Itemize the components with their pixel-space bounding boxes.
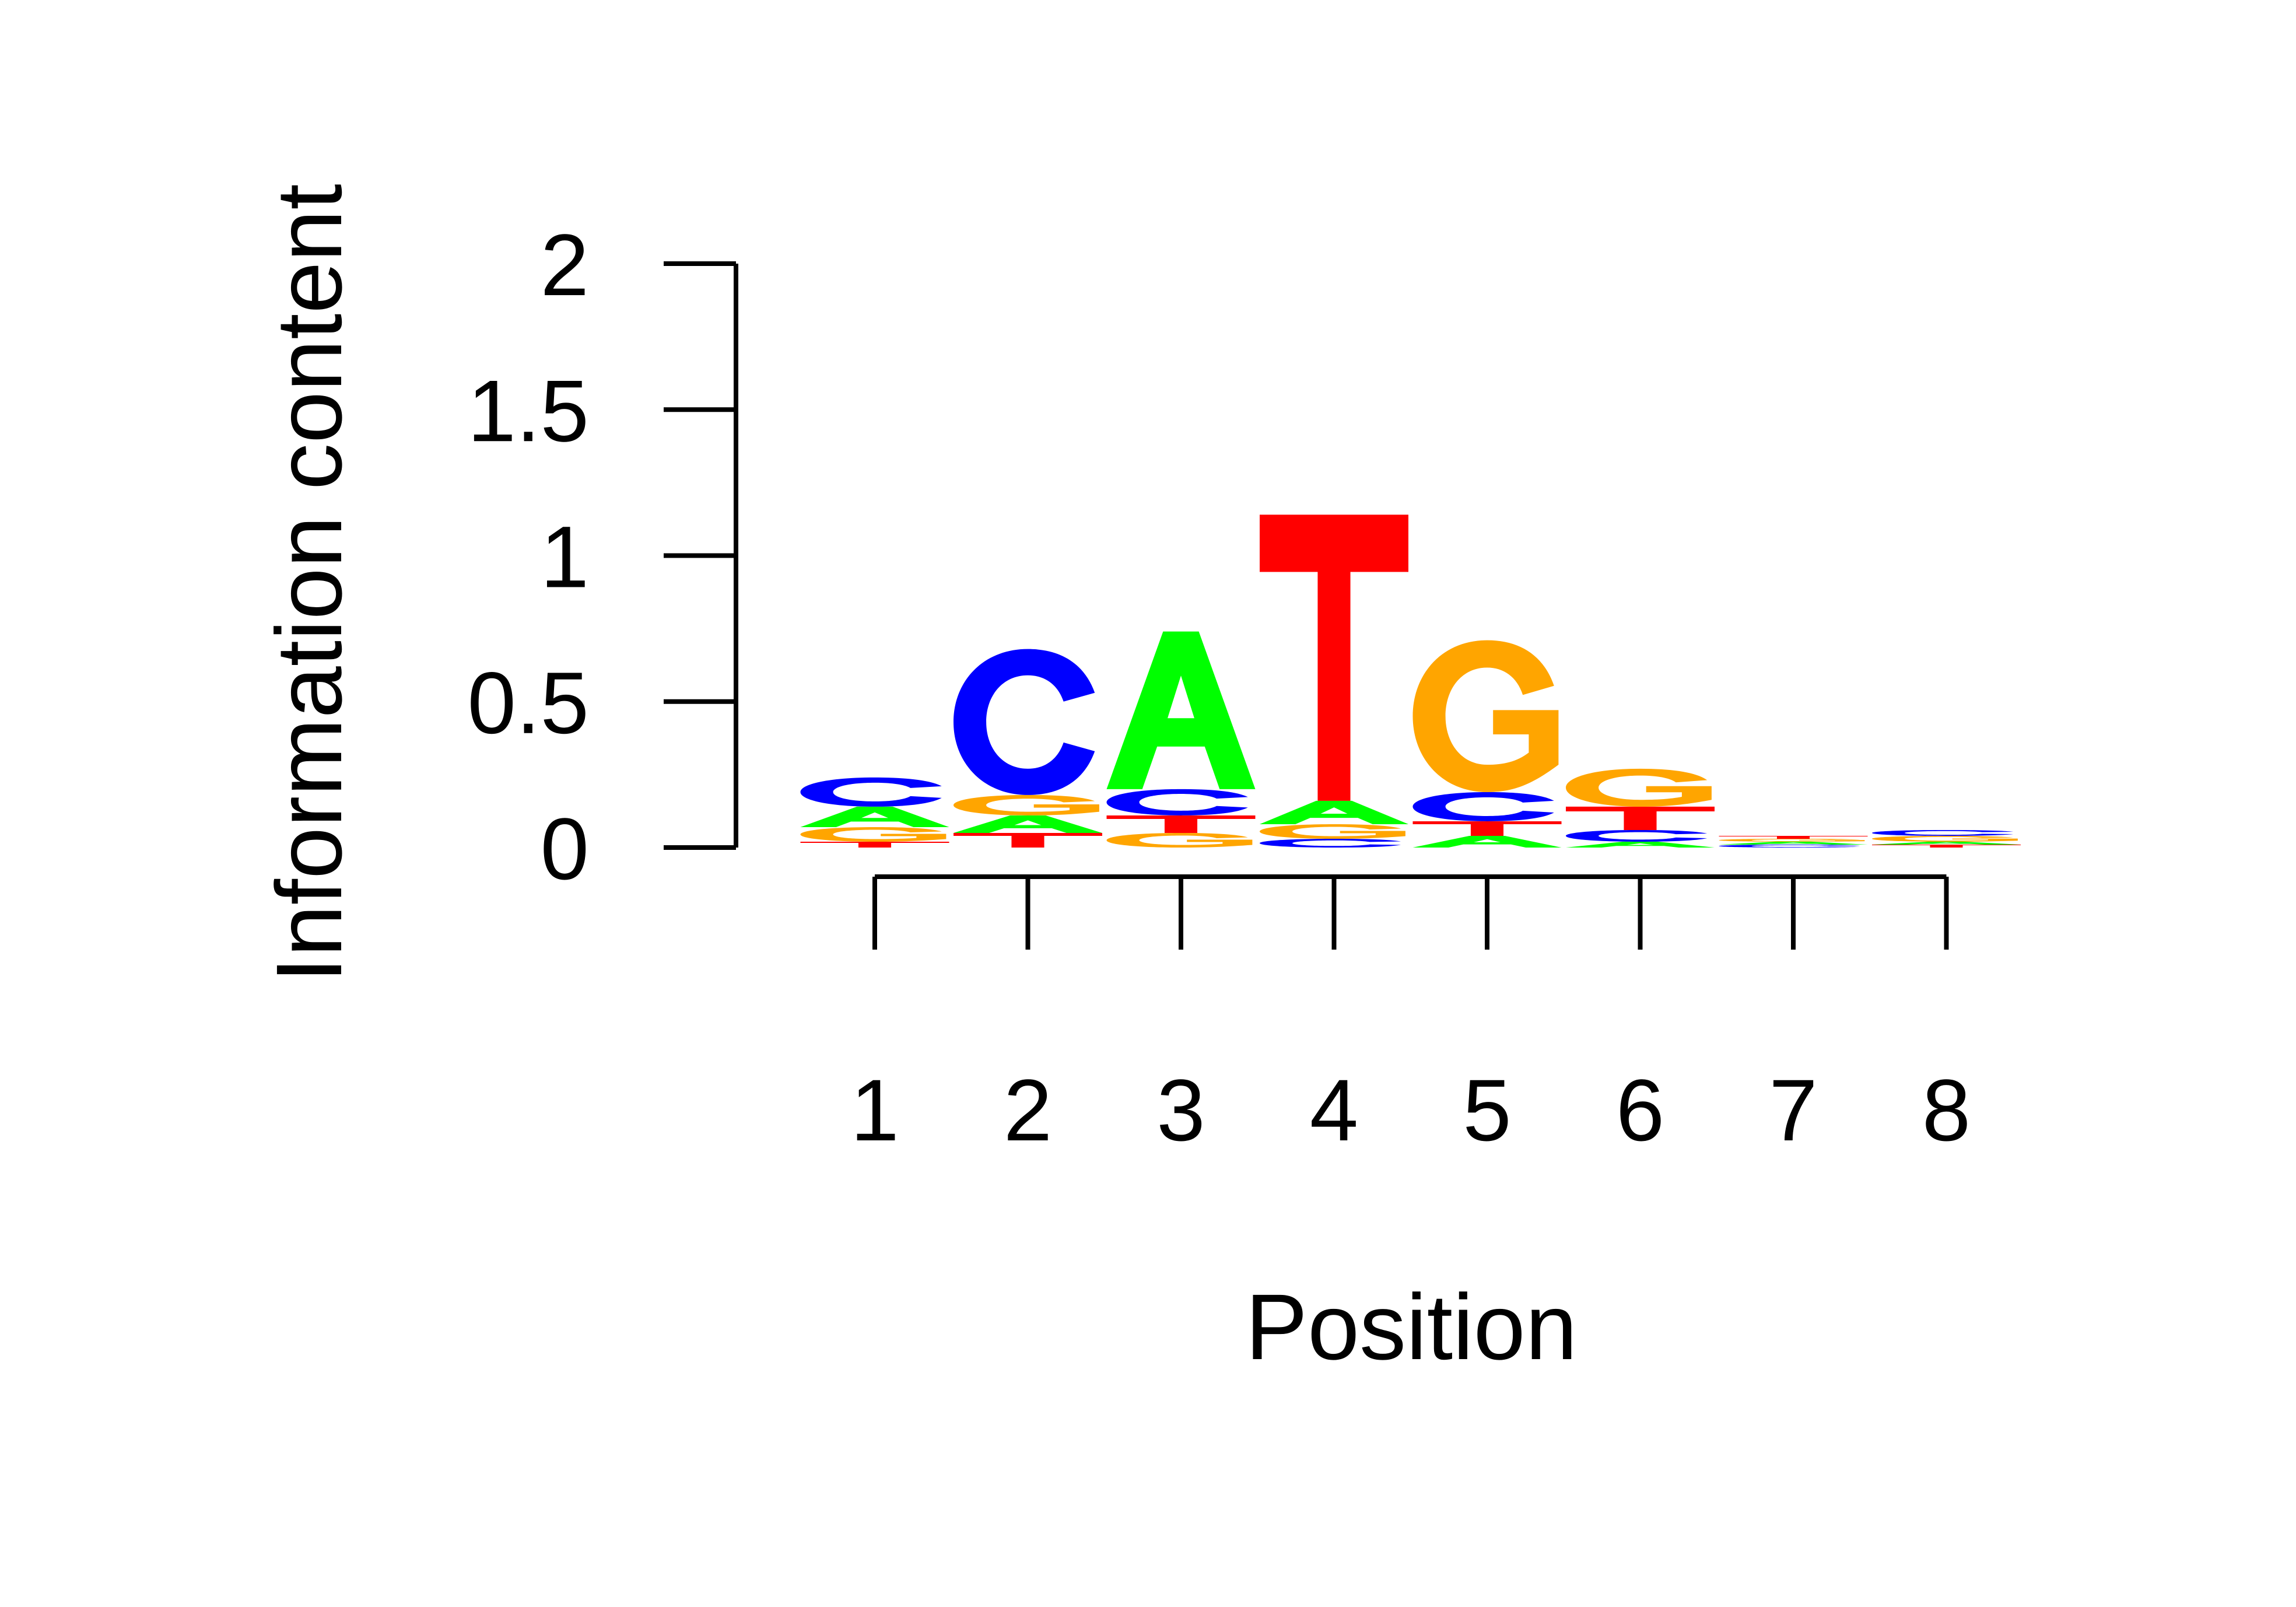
logo-letter-t xyxy=(1412,821,1562,836)
logo-letter-a xyxy=(1412,835,1562,848)
logo-letter-c xyxy=(800,777,942,807)
logo-letter-t xyxy=(1566,806,1715,830)
y-tick-label: 2 xyxy=(541,216,589,314)
logo-letter-t xyxy=(1260,514,1408,801)
logo-letter-g xyxy=(1566,768,1712,807)
logo-letter-c xyxy=(1106,789,1248,815)
logo-letter-g xyxy=(1412,640,1559,792)
logo-letter-c xyxy=(1260,838,1401,848)
logo-letter-c xyxy=(1872,829,2014,836)
logo-stack xyxy=(1260,514,1408,848)
y-tick-label: 1.5 xyxy=(467,362,589,460)
x-tick-label: 8 xyxy=(1922,1061,1971,1159)
y-tick-label: 0 xyxy=(541,800,589,898)
y-tick-label: 0.5 xyxy=(467,654,589,752)
y-tick-label: 1 xyxy=(541,508,589,606)
logo-letter-c xyxy=(1412,792,1554,821)
logo-letter-g xyxy=(954,794,1099,815)
x-tick-label: 1 xyxy=(850,1061,899,1159)
logo-letter-c xyxy=(954,649,1095,795)
logo-letter-c xyxy=(1566,829,1708,842)
logo-letter-g xyxy=(1106,832,1253,848)
logo-stack xyxy=(1719,835,1868,848)
logo-stack xyxy=(1106,631,1256,848)
logo-letter-t xyxy=(1872,844,2021,848)
logo-stack xyxy=(1412,640,1562,848)
x-tick-label: 6 xyxy=(1616,1061,1664,1159)
logo-letter-a xyxy=(1566,841,1715,848)
logo-letter-g xyxy=(800,827,947,842)
logo-letter-t xyxy=(1106,815,1256,833)
logo-letter-t xyxy=(800,841,949,848)
logo-letter-g xyxy=(1872,835,2018,842)
y-axis-title: Information content xyxy=(257,184,361,983)
y-axis: 0 0.5 1 1.5 2 xyxy=(467,216,738,898)
logo-stacks xyxy=(800,514,2021,848)
x-tick-label: 5 xyxy=(1463,1061,1511,1159)
logo-stack xyxy=(954,649,1102,848)
logo-letter-a xyxy=(1260,800,1408,824)
logo-letter-a xyxy=(1872,841,2021,845)
x-axis: 1 2 3 4 5 6 7 8 xyxy=(850,874,1971,1159)
logo-letter-a xyxy=(1719,841,1868,845)
logo-letter-g xyxy=(1719,838,1865,842)
logo-stack xyxy=(1872,829,2021,848)
x-axis-title: Position xyxy=(1245,1275,1577,1379)
logo-letter-a xyxy=(800,806,949,827)
x-tick-label: 3 xyxy=(1156,1061,1205,1159)
x-tick-label: 4 xyxy=(1310,1061,1358,1159)
logo-letter-a xyxy=(954,815,1102,833)
x-tick-label: 2 xyxy=(1004,1061,1052,1159)
logo-letter-t xyxy=(1719,835,1868,839)
logo-stack xyxy=(800,777,949,848)
logo-stack xyxy=(1566,768,1715,848)
logo-letter-a xyxy=(1106,631,1256,789)
logo-letter-t xyxy=(954,832,1102,848)
logo-letter-c xyxy=(1719,844,1860,848)
logo-letter-g xyxy=(1260,824,1405,839)
x-tick-label: 7 xyxy=(1769,1061,1817,1159)
